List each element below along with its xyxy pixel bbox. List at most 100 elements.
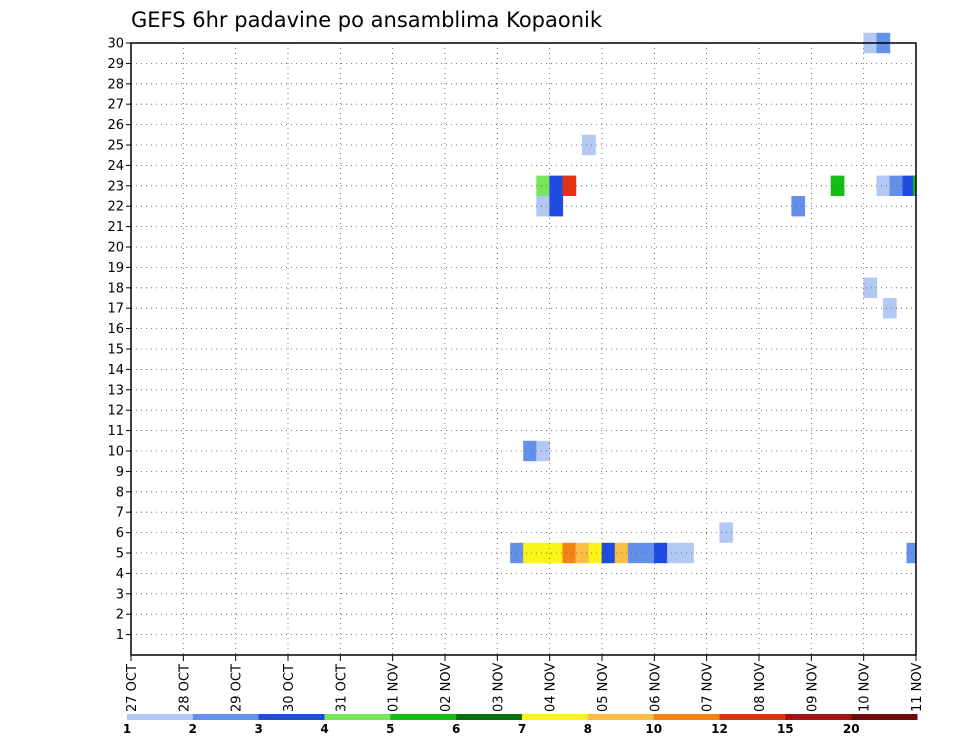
heatmap-cell [876, 175, 891, 196]
heatmap-cell [680, 542, 694, 564]
x-axis: 27 OCT 28 OCT 29 OCT 30 OCT 31 OCT 01 NOV 02 N… [125, 655, 925, 712]
heatmap-cell [654, 542, 668, 564]
colorbar-swatch [851, 714, 918, 720]
heatmap-cell [791, 196, 806, 217]
heatmap-cell [523, 440, 537, 462]
colorbar-swatch [587, 714, 655, 720]
y-tick-label: 12 [107, 404, 124, 419]
y-tick-label: 19 [107, 261, 124, 276]
y-tick-label: 6 [116, 526, 124, 541]
y-tick-label: 23 [107, 179, 124, 194]
x-tick-label: 27 OCT [125, 664, 140, 712]
heatmap-cell [536, 542, 550, 564]
y-tick-label: 11 [107, 424, 124, 439]
x-tick-label: 11 NOV [910, 663, 925, 712]
colorbar-label: 15 [777, 722, 794, 736]
colorbar-label: 5 [386, 722, 394, 736]
colorbar-swatch [653, 714, 720, 720]
colorbar-label: 20 [843, 722, 860, 736]
y-tick-label: 8 [116, 485, 124, 500]
y-tick-label: 16 [107, 322, 124, 337]
heatmap-cell [863, 277, 878, 298]
heatmap-cell [536, 175, 550, 196]
y-tick-label: 30 [107, 37, 124, 52]
heatmap-cell [588, 542, 603, 564]
colorbar: 1 2 3 4 5 6 7 8 10 12 15 20 [123, 714, 918, 736]
heatmap-cell [523, 542, 537, 564]
x-tick-label: 06 NOV [648, 663, 663, 712]
y-tick-label: 29 [107, 57, 124, 72]
x-tick-label: 03 NOV [491, 663, 506, 712]
chart-title: GEFS 6hr padavine po ansamblima Kopaonik [131, 8, 603, 32]
x-tick-label: 08 NOV [753, 663, 768, 712]
colorbar-swatch [390, 714, 457, 720]
x-tick-label: 31 OCT [334, 664, 349, 712]
colorbar-swatch [785, 714, 852, 720]
heatmap-cell [883, 298, 897, 319]
y-tick-label: 4 [116, 567, 124, 582]
y-tick-label: 26 [107, 118, 124, 133]
x-tick-label: 09 NOV [805, 663, 820, 712]
heatmap-cell [601, 542, 616, 564]
y-tick-label: 3 [116, 587, 124, 602]
colorbar-label: 10 [645, 722, 662, 736]
x-tick-label: 04 NOV [544, 663, 559, 712]
x-tick-label: 29 OCT [230, 664, 245, 712]
colorbar-label: 1 [123, 722, 131, 736]
colorbar-label: 2 [189, 722, 197, 736]
heatmap-cell [627, 542, 642, 564]
heatmap-cell [830, 175, 845, 196]
y-tick-label: 13 [107, 383, 124, 398]
y-tick-label: 20 [107, 241, 124, 256]
colorbar-swatch [324, 714, 391, 720]
y-tick-label: 10 [107, 445, 124, 460]
colorbar-swatch [258, 714, 325, 720]
heatmap-cell [575, 542, 590, 564]
x-tick-label: 07 NOV [701, 663, 716, 712]
y-tick-label: 14 [107, 363, 124, 378]
y-tick-label: 5 [116, 547, 124, 562]
y-tick-label: 27 [107, 98, 124, 113]
heatmap-cell [536, 196, 550, 217]
heatmap-cell [902, 175, 916, 196]
y-tick-label: 17 [107, 302, 124, 317]
colorbar-label: 8 [584, 722, 592, 736]
x-tick-label: 05 NOV [596, 663, 611, 712]
x-tick-label: 01 NOV [387, 663, 402, 712]
y-tick-label: 7 [116, 506, 124, 521]
y-tick-label: 21 [107, 220, 124, 235]
colorbar-swatch [456, 714, 523, 720]
heatmap-cells [510, 32, 916, 564]
colorbar-swatch [192, 714, 260, 720]
colorbar-swatch [522, 714, 589, 720]
y-tick-label: 28 [107, 77, 124, 92]
y-tick-label: 1 [116, 628, 124, 643]
y-tick-label: 2 [116, 608, 124, 623]
heatmap-cell [562, 175, 577, 196]
y-tick-label: 15 [107, 343, 124, 358]
y-axis: 1234567891011121314151617181920212223242… [107, 37, 131, 643]
colorbar-label: 3 [255, 722, 263, 736]
colorbar-label: 4 [320, 722, 328, 736]
heatmap-cell [562, 542, 577, 564]
y-tick-label: 22 [107, 200, 124, 215]
x-tick-label: 28 OCT [177, 664, 192, 712]
y-tick-label: 25 [107, 139, 124, 154]
heatmap-cell [640, 542, 655, 564]
colorbar-label: 7 [518, 722, 526, 736]
colorbar-label: 6 [452, 722, 460, 736]
x-tick-label: 10 NOV [858, 663, 873, 712]
x-tick-label: 02 NOV [439, 663, 454, 712]
colorbar-swatch [719, 714, 786, 720]
y-tick-label: 9 [116, 465, 124, 480]
heatmap-cell [913, 175, 916, 196]
heatmap-cell [536, 440, 550, 462]
y-tick-label: 24 [107, 159, 124, 174]
y-tick-label: 18 [107, 281, 124, 296]
heatmap-cell [582, 134, 596, 156]
colorbar-label: 12 [711, 722, 728, 736]
x-tick-label: 30 OCT [282, 664, 297, 712]
colorbar-swatch [127, 714, 194, 720]
heatmap-cell [667, 542, 681, 564]
